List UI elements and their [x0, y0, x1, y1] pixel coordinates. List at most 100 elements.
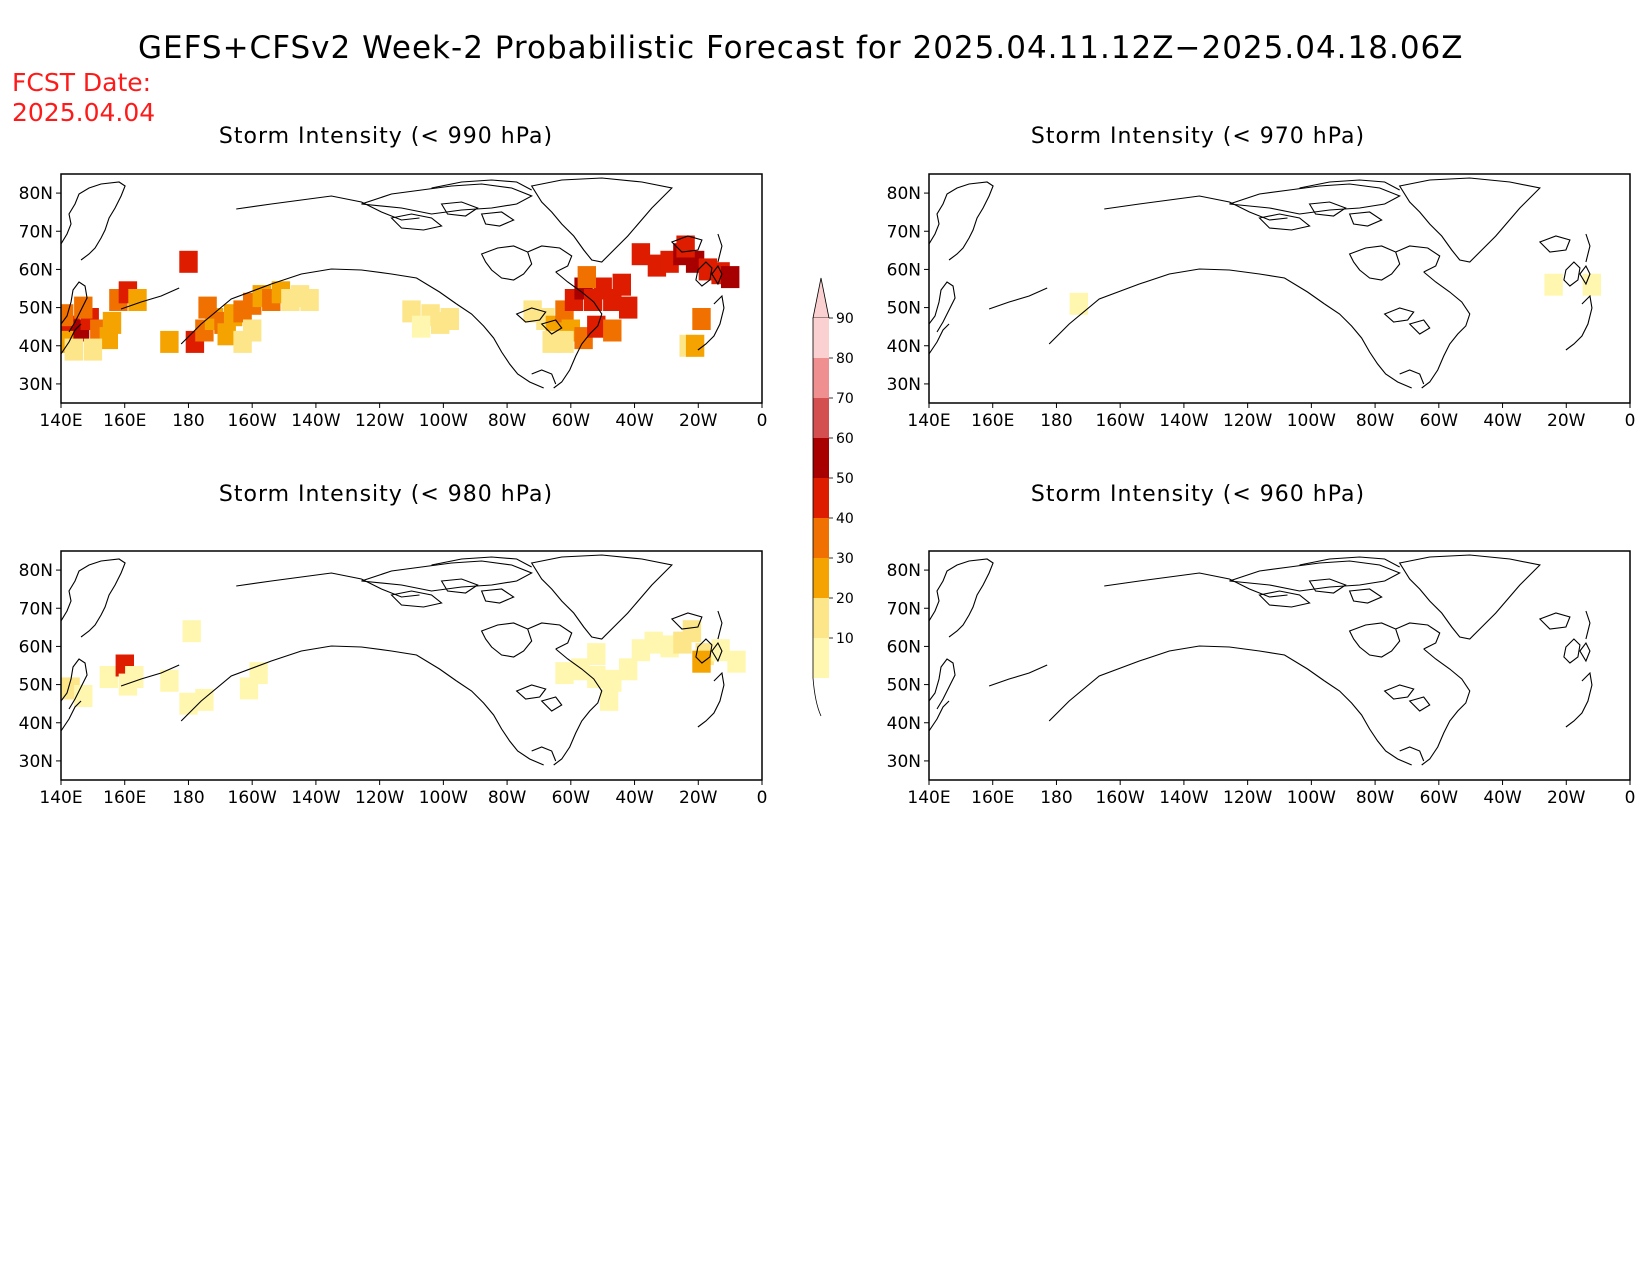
map-frame: [928, 550, 1631, 781]
lat-tick-label: 80N: [887, 184, 921, 204]
lon-tick-label: 0: [1625, 411, 1636, 431]
map-frame: [60, 173, 763, 404]
lat-tick-label: 70N: [887, 599, 921, 619]
colorbar-swatch: [813, 518, 829, 558]
probability-shading: [61, 620, 746, 715]
lat-tick-label: 80N: [19, 561, 53, 581]
lon-tick-label: 160W: [228, 411, 277, 431]
map-panel-p980: 140E 160E 180 160W 140W 120W 100W 80W 60W 40W 20W 0…: [19, 550, 767, 808]
panel-title-980: Storm Intensity (< 980 hPa): [218, 482, 554, 507]
lat-tick-label: 70N: [19, 599, 53, 619]
lat-tick-label: 50N: [19, 299, 53, 319]
lon-tick-label: 80W: [488, 788, 527, 808]
lat-tick-label: 40N: [887, 714, 921, 734]
lon-tick-label: 140W: [1159, 788, 1208, 808]
lon-tick-label: 40W: [1483, 411, 1522, 431]
prob-cell: [179, 250, 198, 273]
lat-tick-label: 50N: [887, 676, 921, 696]
lon-tick-label: 100W: [1287, 788, 1336, 808]
main-title: GEFS+CFSv2 Week-2 Probabilistic Forecast…: [138, 30, 1464, 66]
prob-cell: [644, 631, 663, 654]
prob-cell: [182, 620, 201, 643]
prob-cell: [99, 666, 118, 688]
prob-cell: [721, 266, 740, 289]
lon-tick-label: 140E: [907, 411, 950, 431]
probability-shading: [1069, 273, 1601, 315]
coastlines: [929, 177, 1593, 389]
lon-tick-label: 100W: [419, 411, 468, 431]
prob-cell: [692, 308, 711, 330]
fcst-date: 2025.04.04: [12, 98, 156, 127]
lat-tick-label: 60N: [887, 260, 921, 280]
prob-cell: [727, 650, 746, 673]
prob-cell: [300, 289, 319, 311]
lon-tick-label: 160E: [971, 788, 1014, 808]
prob-cell: [1582, 273, 1601, 296]
lon-tick-label: 160W: [1096, 788, 1145, 808]
colorbar-label: 60: [836, 431, 854, 447]
prob-cell: [160, 330, 179, 353]
lat-tick-label: 50N: [887, 299, 921, 319]
colorbar-swatch: [813, 478, 829, 518]
prob-cell: [619, 658, 638, 681]
lon-tick-label: 140E: [39, 411, 82, 431]
lon-tick-label: 0: [1625, 788, 1636, 808]
lon-tick-label: 120W: [1223, 788, 1272, 808]
map-panel-p960: 140E 160E 180 160W 140W 120W 100W 80W 60W 40W 20W 0…: [887, 550, 1636, 808]
lat-tick-label: 30N: [19, 752, 53, 772]
lon-tick-label: 140E: [907, 788, 950, 808]
colorbar-bottom-arrow: [812, 677, 822, 717]
colorbar-label: 30: [836, 551, 854, 567]
lat-tick-label: 40N: [19, 337, 53, 357]
lon-tick-label: 100W: [1287, 411, 1336, 431]
lon-tick-label: 80W: [1356, 788, 1395, 808]
prob-cell: [74, 296, 93, 319]
lat-tick-label: 60N: [887, 637, 921, 657]
panel-title-990: Storm Intensity (< 990 hPa): [218, 124, 554, 149]
coastline: [929, 554, 1593, 766]
prob-cell: [1544, 273, 1563, 296]
prob-cell: [555, 662, 574, 685]
colorbar-swatch: [813, 598, 829, 638]
colorbar-swatch: [813, 358, 829, 398]
prob-cell: [587, 666, 606, 688]
lat-tick-label: 80N: [19, 184, 53, 204]
colorbar-label: 70: [836, 391, 854, 407]
map-frame: [60, 550, 763, 781]
prob-cell: [160, 669, 179, 692]
prob-cell: [64, 338, 83, 361]
prob-cell: [685, 334, 705, 357]
lon-tick-label: 160W: [1096, 411, 1145, 431]
prob-cell: [102, 311, 122, 334]
prob-cell: [195, 688, 214, 711]
lon-tick-label: 160E: [103, 411, 146, 431]
fcst-label: FCST Date:: [12, 68, 152, 97]
lon-tick-label: 20W: [679, 788, 718, 808]
lon-tick-label: 180: [1040, 788, 1072, 808]
prob-cell: [128, 289, 147, 311]
prob-cell: [571, 658, 590, 681]
lon-tick-label: 140E: [39, 788, 82, 808]
prob-cell: [612, 273, 631, 296]
lon-tick-label: 80W: [488, 411, 527, 431]
lon-tick-label: 180: [1040, 411, 1072, 431]
lat-tick-label: 60N: [19, 260, 53, 280]
lon-tick-label: 160E: [971, 411, 1014, 431]
lon-tick-label: 120W: [1223, 411, 1272, 431]
colorbar-label: 10: [836, 631, 854, 647]
lon-tick-label: 60W: [552, 788, 591, 808]
colorbar-swatch: [813, 318, 829, 358]
prob-cell: [83, 338, 103, 361]
lat-tick-label: 30N: [19, 375, 53, 395]
lon-tick-label: 20W: [679, 411, 718, 431]
lon-tick-label: 120W: [355, 788, 404, 808]
prob-cell: [523, 300, 542, 323]
colorbar-label: 50: [836, 471, 854, 487]
colorbar-top-arrow: [812, 277, 830, 319]
lon-tick-label: 60W: [1420, 788, 1459, 808]
lon-tick-label: 20W: [1547, 411, 1586, 431]
colorbar-label: 80: [836, 351, 854, 367]
colorbar: 90 80 70 60 50 40 30 20 10: [812, 277, 854, 717]
colorbar-label: 40: [836, 511, 854, 527]
